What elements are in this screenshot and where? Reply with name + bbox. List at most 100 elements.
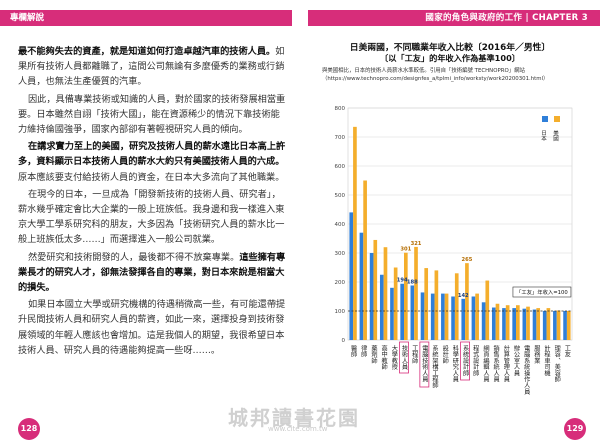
bar-usa	[505, 305, 510, 340]
y-tick-label: 800	[335, 106, 346, 112]
category-label: 律師	[360, 344, 367, 358]
bar-japan	[512, 308, 516, 340]
paragraph: 最不能夠失去的資產，就是知道如何打造卓越汽車的技術人員。如果所有技術人員都離職了…	[18, 44, 288, 90]
bar-japan	[491, 307, 496, 340]
bar-usa	[516, 305, 520, 340]
bar-usa	[536, 308, 541, 340]
category-label: 計算管理人員	[502, 344, 509, 383]
bar-usa	[546, 308, 551, 340]
data-label: 142	[458, 293, 469, 299]
bar-japan	[532, 309, 537, 340]
bar-japan	[420, 292, 425, 340]
reference-label-box	[512, 286, 572, 298]
left-body-text: 最不能夠失去的資產，就是知道如何打造卓越汽車的技術人員。如果所有技術人員都離職了…	[18, 44, 288, 360]
left-page-number: 128	[18, 418, 40, 440]
category-highlight-box	[419, 341, 430, 388]
bar-japan	[563, 311, 567, 340]
bar-japan	[441, 293, 445, 340]
category-label: 藥劑師	[370, 344, 377, 364]
data-label: 188	[407, 279, 418, 285]
category-label: 工友	[563, 345, 570, 359]
category-highlight-box	[399, 341, 409, 374]
data-label: 265	[462, 257, 473, 263]
body-text: 如果所有技術人員都離職了，這間公司無論有多麼優秀的業務或行銷人員，也無法生產優質…	[18, 46, 285, 88]
legend-label-usa: 美國	[552, 129, 559, 143]
y-tick-label: 200	[335, 280, 346, 286]
chart-subtitle: 〔以「工友」的年收入作為基準100〕	[380, 53, 520, 63]
bar-japan	[461, 298, 466, 340]
bar-usa	[454, 273, 459, 340]
category-label: 理容、美容師	[553, 345, 560, 383]
bar-usa	[424, 268, 429, 340]
left-page: 專欄解說 最不能夠失去的資產，就是知道如何打造卓越汽車的技術人員。如果所有技術人…	[0, 10, 292, 440]
category-label: 程式設計師	[472, 344, 479, 377]
y-tick-label: 0	[342, 338, 346, 344]
category-label: 辦公室人員	[513, 344, 520, 377]
right-page: 國家的角色與政府的工作 | CHAPTER 3 日美兩國，不同職業年收入比較〔2…	[300, 0, 600, 445]
bar-japan	[390, 287, 394, 340]
emphasized-text: 最不能夠失去的資產，就是知道如何打造卓越汽車的技術人員。	[18, 46, 276, 57]
legend-swatch-japan	[542, 116, 548, 122]
data-label: 301	[400, 247, 411, 253]
category-label: 計程車司機	[543, 344, 550, 377]
bar-japan	[502, 308, 506, 340]
category-label: 醫師	[350, 345, 357, 359]
bar-japan	[471, 296, 476, 340]
chart-source-url: （https://www.technopro.com/designfes_a/t…	[322, 76, 549, 82]
category-label: 科學研究人員	[451, 344, 458, 383]
left-header-bar	[0, 10, 292, 26]
bar-japan	[410, 285, 415, 340]
category-label: 工程師	[411, 345, 418, 365]
bar-usa	[353, 126, 357, 340]
bar-japan	[430, 293, 435, 340]
bar-usa	[526, 306, 530, 340]
bar-usa	[556, 310, 561, 340]
bar-usa	[444, 293, 449, 340]
legend-swatch-usa	[554, 116, 560, 122]
category-label: 服務業	[533, 345, 540, 365]
emphasized-text: 這些擁有專業長才的研究人才，卻無法發揮各自的專業，對日本來說是相當大的損失。	[18, 251, 286, 294]
category-label: 網頁編輯人員	[482, 344, 489, 383]
paragraph: 在現今的日本，一旦成為「開發新技術的技術人員、研究者」，薪水幾乎確定會比大企業的…	[18, 187, 288, 248]
y-tick-label: 300	[335, 251, 346, 257]
watermark-text: 城邦讀書花園	[228, 406, 360, 430]
bar-chart: 0 100 200 300 400 500 600 700 800 194 301 188 321 142…	[335, 106, 573, 396]
emphasized-text: 在講求實力至上的美國，研究及技術人員的薪水遠比日本高上許多，資料顯示日本技術人員…	[18, 141, 286, 168]
y-tick-label: 400	[335, 222, 346, 228]
right-header-bar	[308, 10, 600, 26]
body-text: 因此，具備專業技術或知識的人員，對於國家的技術發展相當重要。日本雖然自詡「技術大…	[18, 93, 286, 136]
watermark-url: www.cite.com.tw	[268, 425, 328, 433]
body-text: 原本應該要支付給技術人員的資金，在日本大多流向了其他職業。	[18, 171, 285, 183]
bar-japan	[400, 283, 404, 340]
paragraph: 如果日本國立大學或研究機構的待遇稍微高一些，有可能還帶提升民間技術人員和研究人員…	[18, 297, 288, 358]
bar-japan	[481, 302, 486, 340]
body-text: 如果日本國立大學或研究機構的待遇稍微高一些，有可能還帶提升民間技術人員和研究人員…	[18, 299, 286, 356]
bar-japan	[369, 253, 374, 340]
bar-japan	[379, 274, 384, 340]
bar-usa	[383, 247, 388, 340]
bar-usa	[475, 293, 479, 340]
category-label: 大學教授	[390, 344, 397, 371]
bar-usa	[414, 246, 418, 340]
y-tick-label: 700	[335, 135, 346, 141]
bar-usa	[465, 263, 469, 340]
right-header-title: 國家的角色與政府的工作 | CHAPTER 3	[425, 13, 588, 23]
bar-usa	[373, 239, 378, 340]
reference-label: 「工友」年收入=100	[516, 288, 568, 296]
category-label: 設計師	[441, 344, 448, 364]
paragraph: 然愛研究和技術開發的人，最後都不得不放棄專業。這些擁有專業長才的研究人才，卻無法…	[18, 250, 288, 296]
paragraph: 因此，具備專業技術或知識的人員，對於國家的技術發展相當重要。日本雖然自詡「技術大…	[18, 92, 288, 138]
bar-japan	[522, 308, 527, 340]
bar-japan	[542, 311, 547, 340]
category-label: 銷售系統人員	[492, 344, 499, 383]
bar-usa	[566, 311, 571, 340]
bar-japan	[359, 232, 364, 340]
bar-usa	[363, 180, 367, 340]
category-label: 電腦系統操作人員	[523, 345, 530, 396]
data-label: 321	[411, 241, 422, 247]
data-label: 194	[397, 278, 408, 284]
bar-usa	[434, 270, 439, 340]
paragraph: 在講求實力至上的美國，研究及技術人員的薪水遠比日本高上許多，資料顯示日本技術人員…	[18, 139, 288, 185]
legend-label-japan: 日本	[540, 130, 547, 143]
bar-usa	[404, 252, 408, 340]
